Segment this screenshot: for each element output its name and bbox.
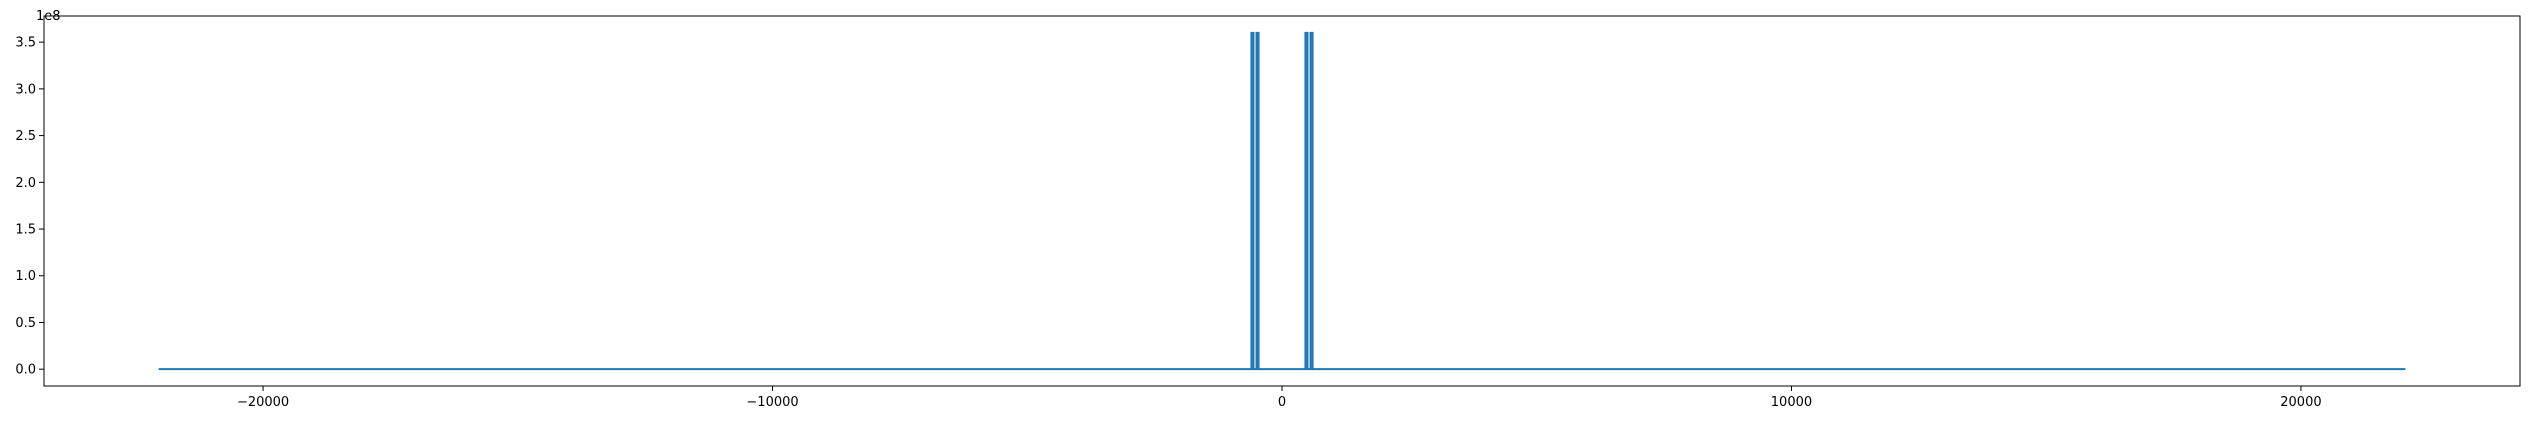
plot-area xyxy=(158,31,2406,371)
tick-marks: −20000 −10000 0 10000 20000 0.0 0.5 1.0 1.5 2.0 2.… xyxy=(15,36,2321,410)
y-tick-label-5: 2.5 xyxy=(15,129,36,144)
y-tick-label-0: 0.0 xyxy=(15,363,36,378)
series-line-0 xyxy=(158,31,2406,371)
y-axis-offset-label: 1e8 xyxy=(36,9,61,24)
x-tick-label-0: −20000 xyxy=(237,395,289,410)
y-tick-label-2: 1.0 xyxy=(15,269,36,284)
y-tick-label-4: 2.0 xyxy=(15,176,36,191)
y-tick-label-6: 3.0 xyxy=(15,82,36,97)
axes xyxy=(43,15,2521,387)
x-tick-label-4: 20000 xyxy=(2280,395,2321,410)
y-tick-label-1: 0.5 xyxy=(15,316,36,331)
x-tick-label-2: 0 xyxy=(1278,395,1286,410)
x-tick-label-3: 10000 xyxy=(1771,395,1812,410)
y-tick-label-3: 1.5 xyxy=(15,223,36,238)
x-tick-label-1: −10000 xyxy=(746,395,798,410)
axes-frame xyxy=(43,15,2521,387)
y-tick-label-7: 3.5 xyxy=(15,36,36,51)
